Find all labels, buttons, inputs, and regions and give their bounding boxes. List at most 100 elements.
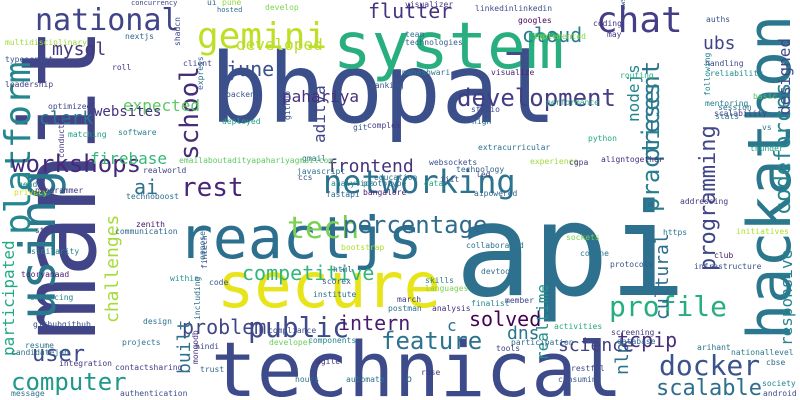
word-developer: developer (269, 338, 313, 347)
word-tooryanaad: tooryanaad (21, 270, 69, 279)
word-solved: solved (469, 307, 541, 331)
word-tools: tools (496, 344, 520, 353)
word-hackathon: hackathon (735, 15, 800, 340)
word-communication: communication (115, 227, 178, 236)
word-technical: technical (211, 325, 623, 400)
word-challenges: challenges (102, 215, 123, 323)
word-zenith: zenith (136, 220, 165, 229)
word-built: built (174, 320, 195, 374)
word-thunder: thunder (750, 144, 784, 153)
word-cbse: cbse (766, 358, 785, 367)
word-postman: postman (388, 304, 422, 313)
word-mongodb: mongodb (191, 330, 200, 364)
word-googles: googles (518, 16, 552, 25)
word-participation: participation (511, 338, 574, 347)
word-designed: designed (775, 38, 794, 115)
word-initiatives: initiatives (736, 227, 789, 236)
word-platform: platform (0, 62, 39, 235)
word-including: including (193, 276, 202, 320)
word-reactjs: reactjs (178, 204, 422, 272)
word-national: national (35, 3, 180, 38)
word-restful: restful (571, 364, 605, 373)
word-components: components (308, 336, 356, 345)
word-optimized: optimized (48, 102, 92, 111)
word-may: may (607, 30, 622, 39)
word-routing: routing (620, 71, 654, 80)
word-head: head (18, 180, 37, 189)
word-flutter: flutter (368, 0, 452, 23)
word-workshops: workshops (11, 150, 141, 178)
word-following: following (703, 52, 712, 96)
word-scalability: scalability (714, 109, 767, 118)
word-secure: secure (217, 249, 441, 322)
word-maheshwari: maheshwari (402, 68, 450, 77)
word-visualize: visualize (491, 68, 535, 77)
word-performance: performance (546, 98, 599, 107)
word-practices: practices (637, 82, 665, 212)
word-nextjs: nextjs (125, 32, 154, 41)
word-github: github (283, 91, 292, 120)
word-emailaboutadityapahariyagmailcom: emailaboutadityapahariyagmailcom (179, 156, 333, 165)
word-intern: intern (338, 311, 410, 335)
word-science: science (558, 335, 634, 356)
word-auths: auths (706, 15, 730, 24)
word-system: system (333, 10, 564, 84)
word-analytics: analytics (331, 179, 375, 188)
word-mysql: mysql (52, 39, 106, 60)
word-database: database (617, 337, 656, 346)
word-arihant: arihant (697, 343, 731, 352)
word-rbse: rbse (421, 368, 440, 377)
word-activities: activities (554, 322, 602, 331)
word-pahariya: pahariya (282, 87, 359, 106)
word-collaborated: collaborated (466, 241, 524, 250)
word-bangalore: bangalore (363, 188, 407, 197)
word-html: html (333, 265, 352, 274)
word-hosted: hosted (217, 6, 242, 14)
word-aligntogether: aligntogether (601, 155, 664, 164)
word-using: using (9, 169, 67, 320)
word-extracurricular: extracurricular (478, 143, 550, 152)
word-contactsharing: contactsharing (115, 363, 183, 372)
word-programmer: programmer (35, 186, 83, 195)
word-client: client (183, 59, 212, 68)
word-shadcn: shadcn (173, 17, 182, 46)
word-privacy: privacy (14, 188, 48, 197)
word-technologies: technologies (405, 38, 463, 47)
word-scorex: scorex (322, 277, 351, 286)
word-complex: complex (367, 121, 401, 130)
word-consuming: consuming (558, 375, 602, 384)
word-scalable: scalable (656, 376, 762, 400)
word-feature: feature (381, 327, 482, 355)
word-visualizer: visualizer (405, 0, 453, 9)
word-development: development (457, 84, 616, 112)
word-agile: agile (316, 357, 340, 366)
word-nlp: nlp (612, 342, 633, 375)
word-typescript: typescript (5, 55, 53, 64)
word-opposed: opposed (198, 226, 207, 260)
word-codeforces: codeforces (771, 83, 796, 215)
word-computer: computer (11, 368, 127, 396)
word-analysis: analysis (432, 304, 471, 313)
word-stats: stats (715, 112, 739, 121)
word-git: git (353, 123, 368, 132)
word-concurrency: concurrency (131, 0, 177, 7)
word-fastapi: fastapi (326, 190, 360, 199)
word-present: present (637, 61, 665, 162)
word-docker: docker (659, 349, 760, 382)
word-websockets: websockets (429, 158, 477, 167)
word-pune: pune (222, 0, 241, 7)
word-authentication: authentication (120, 389, 188, 398)
word-iiit: iiit (440, 175, 459, 184)
word-realworld: realworld (143, 166, 187, 175)
word-similarity: similarity (31, 247, 79, 256)
word-code: code (209, 278, 228, 287)
word-nodejs: nodejs (624, 64, 643, 122)
word-trust: trust (200, 365, 224, 374)
word-githubgithub: githubgithub (33, 320, 91, 329)
word-realtime: realtime (533, 284, 552, 361)
word-roll: roll (112, 63, 131, 72)
word-june: june (226, 57, 274, 81)
word-python: python (588, 134, 617, 143)
word-students: students (35, 226, 74, 235)
